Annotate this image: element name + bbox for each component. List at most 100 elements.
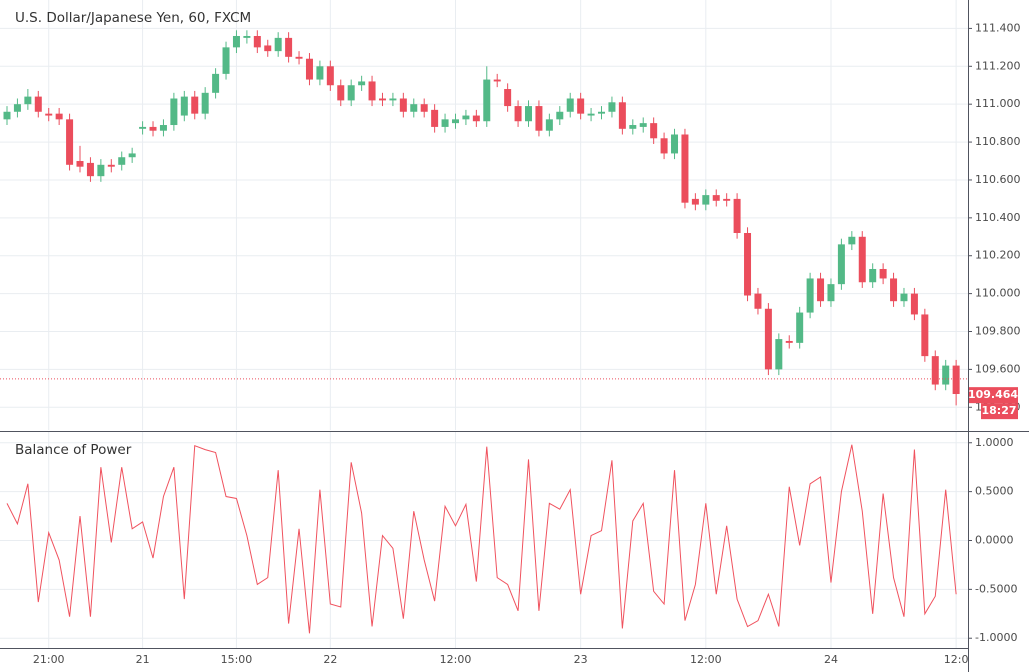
candle-body: [796, 312, 804, 343]
x-tick-label: 12:00: [440, 653, 472, 666]
y-tick-label: 109.800: [975, 324, 1021, 337]
candle-body: [681, 134, 689, 203]
candle-body: [566, 98, 574, 112]
candle-body: [660, 138, 668, 154]
x-tick-label: 15:00: [221, 653, 253, 666]
last-price-box: [969, 387, 1018, 404]
labels: 109.400109.600109.800110.000110.200110.4…: [33, 21, 1021, 666]
candle-body: [754, 293, 762, 309]
candle-body: [358, 81, 366, 86]
x-tick-label: 12:0: [944, 653, 969, 666]
candle-body: [879, 268, 887, 279]
candle-body: [139, 126, 147, 129]
candle-body: [222, 47, 230, 74]
candle-body: [76, 161, 84, 167]
candle-body: [305, 58, 313, 80]
candle-body: [525, 106, 532, 122]
candle-body: [869, 268, 877, 283]
candle-body: [399, 98, 407, 112]
x-tick-label: 21:00: [33, 653, 65, 666]
candle-body: [420, 104, 428, 112]
candle-body: [212, 73, 220, 93]
candle-body: [775, 339, 783, 370]
candle-body: [472, 115, 480, 122]
candle-body: [545, 119, 553, 131]
chart-title: U.S. Dollar/Japanese Yen, 60, FXCM: [15, 10, 251, 26]
candle-body: [837, 244, 845, 285]
candle-body: [493, 79, 501, 82]
candle-body: [243, 35, 251, 38]
candle-body: [410, 104, 418, 112]
candle-body: [326, 66, 334, 86]
candle-body: [598, 111, 606, 114]
candle-body: [702, 195, 710, 205]
y-tick-label: 111.000: [975, 97, 1021, 110]
candle-body: [723, 198, 731, 201]
candle-body: [483, 79, 491, 122]
candle-body: [942, 365, 950, 385]
candle-body: [441, 119, 449, 127]
candle-body: [118, 157, 126, 165]
candle-body: [128, 153, 136, 158]
candle-body: [159, 125, 167, 131]
candle-body: [264, 45, 272, 52]
candle-body: [514, 106, 522, 122]
y-tick-label: 0.0000: [975, 533, 1014, 546]
candle-body: [910, 293, 918, 315]
candle-body: [733, 198, 741, 233]
candle-body: [587, 113, 595, 116]
candle-body: [232, 35, 240, 48]
candle-body: [253, 35, 261, 48]
candle-body: [274, 37, 282, 52]
countdown-box: [981, 403, 1018, 420]
y-tick-label: 109.600: [975, 362, 1021, 375]
candle-body: [806, 278, 814, 313]
candle-body: [24, 96, 32, 105]
x-tick-label: 24: [824, 653, 838, 666]
countdown-label: 18:27: [981, 404, 1016, 417]
candle-body: [848, 236, 856, 245]
candle-body: [608, 102, 616, 112]
y-tick-label: 111.400: [975, 21, 1021, 34]
candle-body: [191, 96, 199, 114]
candle-body: [451, 119, 459, 124]
y-tick-label: 110.600: [975, 173, 1021, 186]
candle-body: [55, 113, 63, 120]
indicator-title: Balance of Power: [15, 442, 132, 458]
candle-body: [691, 198, 699, 205]
y-tick-label: 110.200: [975, 249, 1021, 262]
candle-body: [285, 37, 293, 57]
candle-body: [180, 96, 188, 116]
candle-body: [86, 162, 94, 177]
x-tick-label: 12:00: [690, 653, 722, 666]
candle-body: [629, 125, 637, 129]
candle-body: [45, 113, 53, 116]
marks: [0, 30, 968, 634]
candle-body: [535, 106, 543, 131]
y-tick-label: -0.5000: [975, 582, 1017, 595]
candle-body: [712, 195, 720, 201]
candle-body: [827, 284, 835, 302]
candle-body: [462, 115, 470, 120]
y-tick-label: 0.5000: [975, 485, 1014, 498]
candle-body: [858, 236, 866, 283]
candle-body: [890, 278, 898, 302]
candle-body: [368, 81, 376, 101]
candle-body: [201, 92, 209, 114]
candle-body: [764, 308, 772, 370]
candle-body: [431, 109, 439, 127]
candle-body: [66, 119, 74, 165]
candle-body: [931, 356, 939, 385]
candle-body: [577, 98, 585, 114]
candle-body: [34, 96, 42, 112]
grid: [0, 0, 972, 648]
candle-body: [650, 123, 658, 139]
candle-body: [900, 293, 908, 302]
x-tick-label: 23: [574, 653, 588, 666]
candle-body: [618, 102, 626, 129]
y-tick-label: -1.0000: [975, 631, 1017, 644]
candle-body: [13, 104, 21, 112]
x-tick-label: 22: [323, 653, 337, 666]
